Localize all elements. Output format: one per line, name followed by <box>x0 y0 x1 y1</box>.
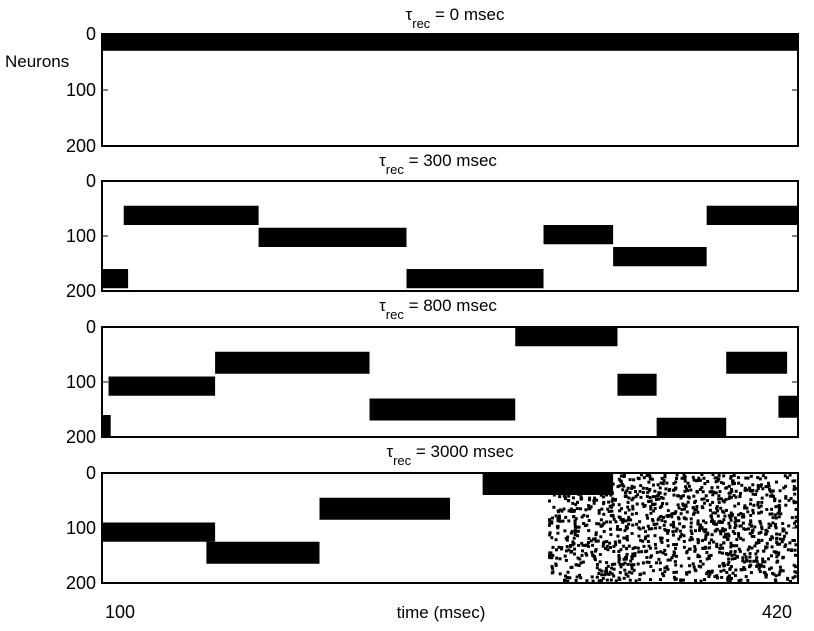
panel-2-block-1 <box>102 269 129 289</box>
y-axis-label: Neurons <box>5 52 69 71</box>
panel-4: τrec = 3000 msec 0 100 200 <box>66 442 799 593</box>
panel-2-block-7 <box>706 205 798 225</box>
panel-3-title: τrec = 800 msec <box>379 296 497 322</box>
panel-3-block-3 <box>215 351 370 374</box>
panel-4-ytick-0: 0 <box>86 463 96 483</box>
panel-3-block-2 <box>108 376 216 396</box>
panel-3-block-5 <box>515 327 618 347</box>
panel-1-ticks <box>102 33 798 147</box>
panel-1-ytick-0: 0 <box>86 24 96 44</box>
panel-4-title: τrec = 3000 msec <box>386 442 514 468</box>
panel-1-marks <box>102 34 798 51</box>
panel-3-ytick-0: 0 <box>86 317 96 337</box>
panel-2: τrec = 300 msec 0 100 200 <box>66 151 799 301</box>
x-tick-420: 420 <box>762 602 792 622</box>
panel-4-block-2 <box>206 541 320 564</box>
panel-2-marks <box>102 205 798 289</box>
panel-2-ytick-0: 0 <box>86 171 96 191</box>
panel-4-block-1 <box>102 522 216 542</box>
panel-3-block-8 <box>726 351 788 374</box>
panel-1-title: τrec = 0 msec <box>406 5 505 31</box>
panel-1-block-1 <box>102 34 798 51</box>
panel-4-ytick-100: 100 <box>66 518 96 538</box>
panel-2-block-6 <box>613 247 707 267</box>
panel-3-block-1 <box>102 415 111 437</box>
panel-4-ytick-200: 200 <box>66 573 96 593</box>
panel-3-block-6 <box>617 373 657 396</box>
panel-2-ytick-100: 100 <box>66 226 96 246</box>
panel-2-title: τrec = 300 msec <box>379 151 497 177</box>
panel-3-block-9 <box>778 395 798 418</box>
panel-3-block-4 <box>369 398 516 421</box>
panel-3-ytick-100: 100 <box>66 372 96 392</box>
panel-4-marks <box>102 473 798 583</box>
panel-2-block-3 <box>258 227 407 247</box>
panel-2-block-2 <box>123 205 259 225</box>
panel-3-ytick-200: 200 <box>66 427 96 447</box>
panel-1-ytick-200: 200 <box>66 136 96 156</box>
panel-3-ticks <box>102 326 798 438</box>
panel-2-block-4 <box>406 269 544 289</box>
panel-3-marks <box>102 327 798 437</box>
panel-2-ytick-200: 200 <box>66 281 96 301</box>
panel-2-ticks <box>102 180 798 292</box>
panel-3-block-7 <box>656 417 727 437</box>
panel-1: τrec = 0 msec 0 100 200 <box>66 5 799 156</box>
x-tick-100: 100 <box>105 602 135 622</box>
panel-4-block-5 <box>547 473 798 583</box>
panel-3: τrec = 800 msec 0 100 200 <box>66 296 799 447</box>
x-axis-label: time (msec) <box>397 603 486 622</box>
panel-2-block-5 <box>543 225 614 245</box>
panel-4-block-3 <box>319 497 450 520</box>
panel-4-ticks <box>102 472 798 584</box>
panel-1-ytick-100: 100 <box>66 80 96 100</box>
